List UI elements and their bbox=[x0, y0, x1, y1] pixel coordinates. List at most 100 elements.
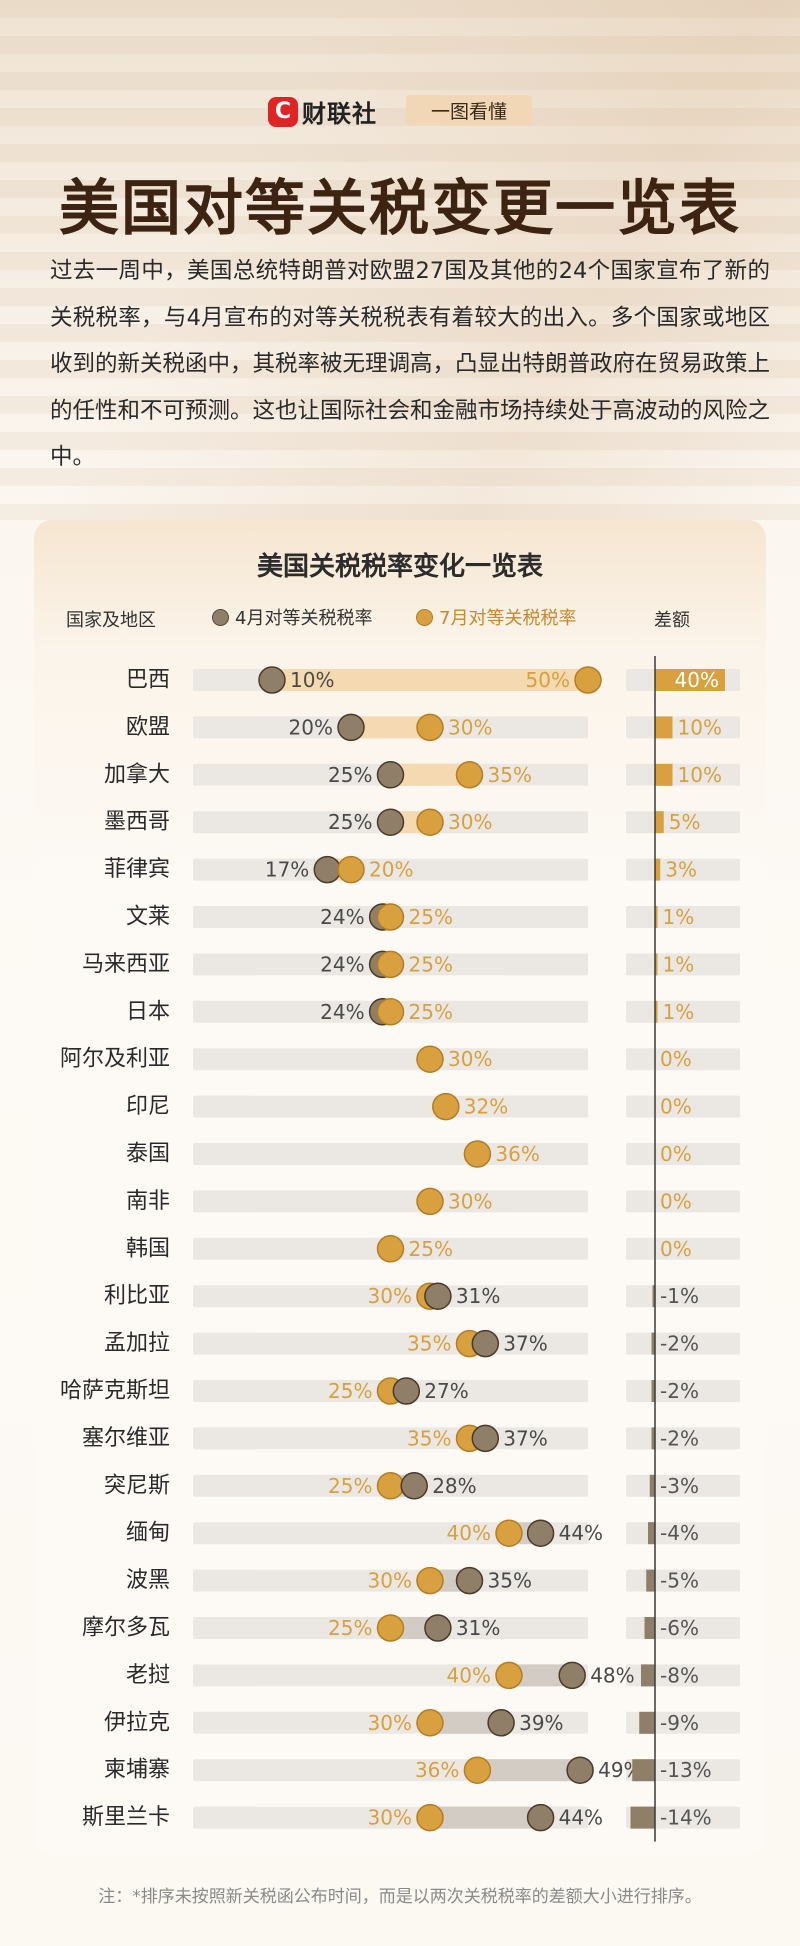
row-label-country: 加拿大 bbox=[104, 761, 170, 787]
row-track bbox=[193, 1664, 588, 1687]
april-dot bbox=[424, 1614, 452, 1642]
april-value-label: 37% bbox=[503, 1332, 547, 1356]
row-track bbox=[193, 1285, 588, 1308]
diff-value-label: 1% bbox=[663, 1000, 695, 1024]
diff-value-label: -9% bbox=[660, 1711, 699, 1735]
july-dot bbox=[463, 1140, 492, 1168]
july-value-label: 35% bbox=[488, 763, 532, 787]
diff-value-label: 0% bbox=[660, 1237, 692, 1261]
july-value-label: 36% bbox=[415, 1758, 459, 1782]
july-value-label: 25% bbox=[409, 1000, 453, 1024]
diff-value-label: -6% bbox=[660, 1616, 699, 1640]
row-label-country: 文莱 bbox=[126, 905, 170, 930]
april-dot bbox=[487, 1709, 515, 1737]
logo-mark-icon: C bbox=[268, 96, 298, 127]
row-label-country: 菲律宾 bbox=[104, 857, 170, 882]
row-label-country: 利比亚 bbox=[104, 1284, 170, 1309]
legend-july-dot-icon bbox=[416, 608, 433, 626]
july-value-label: 32% bbox=[464, 1095, 508, 1119]
row-label-country: 泰国 bbox=[126, 1142, 170, 1167]
change-band bbox=[430, 1711, 502, 1734]
april-value-label: 31% bbox=[456, 1616, 500, 1640]
diff-bar-positive bbox=[655, 953, 658, 976]
row-label-country: 欧盟 bbox=[126, 715, 170, 740]
diff-value-label: -3% bbox=[660, 1474, 699, 1498]
diff-value-label: 0% bbox=[660, 1142, 692, 1166]
diff-value-label: 1% bbox=[663, 952, 695, 976]
july-value-label: 30% bbox=[368, 1711, 412, 1735]
diff-bar-negative bbox=[646, 1569, 655, 1592]
row-label-country: 突尼斯 bbox=[104, 1473, 170, 1498]
row-label-country: 摩尔多瓦 bbox=[82, 1616, 170, 1641]
july-value-label: 36% bbox=[495, 1142, 539, 1166]
row-label-country: 印尼 bbox=[126, 1094, 170, 1119]
diff-value-label: -8% bbox=[660, 1663, 699, 1687]
logo: C 财联社 bbox=[268, 94, 377, 129]
july-dot bbox=[376, 998, 405, 1026]
chart-title: 美国关税税率变化一览表 bbox=[256, 552, 543, 582]
diff-bar-negative bbox=[651, 1332, 655, 1355]
april-value-label: 24% bbox=[320, 952, 364, 976]
diff-bar-positive bbox=[655, 763, 673, 786]
diff-value-label: -2% bbox=[660, 1332, 699, 1356]
april-value-label: 20% bbox=[289, 715, 333, 739]
row-label-country: 塞尔维亚 bbox=[82, 1426, 170, 1451]
july-dot bbox=[416, 808, 444, 836]
july-value-label: 25% bbox=[409, 952, 453, 976]
april-value-label: 39% bbox=[519, 1711, 563, 1735]
april-dot bbox=[424, 1282, 452, 1310]
july-dot bbox=[376, 950, 405, 979]
diff-value-label: 0% bbox=[660, 1047, 692, 1071]
diff-bar-negative bbox=[652, 1285, 655, 1308]
april-value-label: 31% bbox=[456, 1284, 500, 1308]
april-value-label: 17% bbox=[265, 858, 309, 882]
diff-value-label: 0% bbox=[660, 1095, 692, 1119]
row-label-country: 巴西 bbox=[126, 668, 170, 693]
diff-bar-positive bbox=[655, 858, 661, 881]
change-band bbox=[351, 716, 430, 739]
april-dot bbox=[337, 713, 365, 742]
legend-april-dot-icon bbox=[212, 608, 229, 626]
april-dot bbox=[376, 808, 405, 836]
change-band bbox=[509, 1664, 573, 1687]
july-value-label: 30% bbox=[448, 1047, 492, 1071]
diff-bar-positive bbox=[655, 1000, 658, 1023]
april-value-label: 25% bbox=[328, 810, 372, 834]
header: C 财联社 一图看懂 bbox=[0, 94, 800, 128]
diff-value-label: 10% bbox=[678, 763, 722, 787]
column-header-diff: 差额 bbox=[654, 610, 690, 631]
july-dot bbox=[416, 1803, 444, 1832]
row-track bbox=[193, 1522, 588, 1545]
july-value-label: 30% bbox=[448, 810, 492, 834]
diff-bar-negative bbox=[639, 1711, 655, 1734]
april-dot bbox=[455, 1566, 484, 1595]
july-dot bbox=[416, 1566, 444, 1595]
july-value-label: 30% bbox=[448, 715, 492, 739]
april-dot bbox=[313, 855, 342, 884]
diff-bar-positive bbox=[655, 669, 725, 691]
diff-value-label: 40% bbox=[675, 668, 719, 692]
intro-paragraph: 过去一周中，美国总统特朗普对欧盟27国及其他的24个国家宣布了新的关税税率，与4… bbox=[50, 258, 771, 470]
row-label-country: 哈萨克斯坦 bbox=[60, 1379, 170, 1404]
april-value-label: 35% bbox=[488, 1569, 532, 1593]
april-dot bbox=[400, 1472, 428, 1500]
april-dot bbox=[392, 1377, 421, 1405]
diff-value-label: -14% bbox=[660, 1806, 712, 1830]
july-dot bbox=[455, 761, 484, 789]
april-value-label: 10% bbox=[290, 668, 334, 692]
july-dot bbox=[574, 666, 602, 694]
april-dot bbox=[471, 1424, 500, 1453]
april-dot bbox=[376, 761, 405, 789]
row-label-country: 墨西哥 bbox=[104, 810, 170, 835]
diff-bar-positive bbox=[655, 811, 664, 834]
diff-bar-negative bbox=[644, 1617, 655, 1639]
diff-value-label: 3% bbox=[665, 858, 697, 882]
july-dot bbox=[432, 1092, 460, 1121]
july-value-label: 40% bbox=[447, 1521, 491, 1545]
april-value-label: 44% bbox=[559, 1521, 603, 1545]
row-track bbox=[193, 1569, 588, 1592]
row-track bbox=[193, 1095, 588, 1118]
april-value-label: 24% bbox=[320, 1000, 364, 1024]
july-dot bbox=[416, 713, 444, 742]
april-dot bbox=[558, 1661, 586, 1690]
